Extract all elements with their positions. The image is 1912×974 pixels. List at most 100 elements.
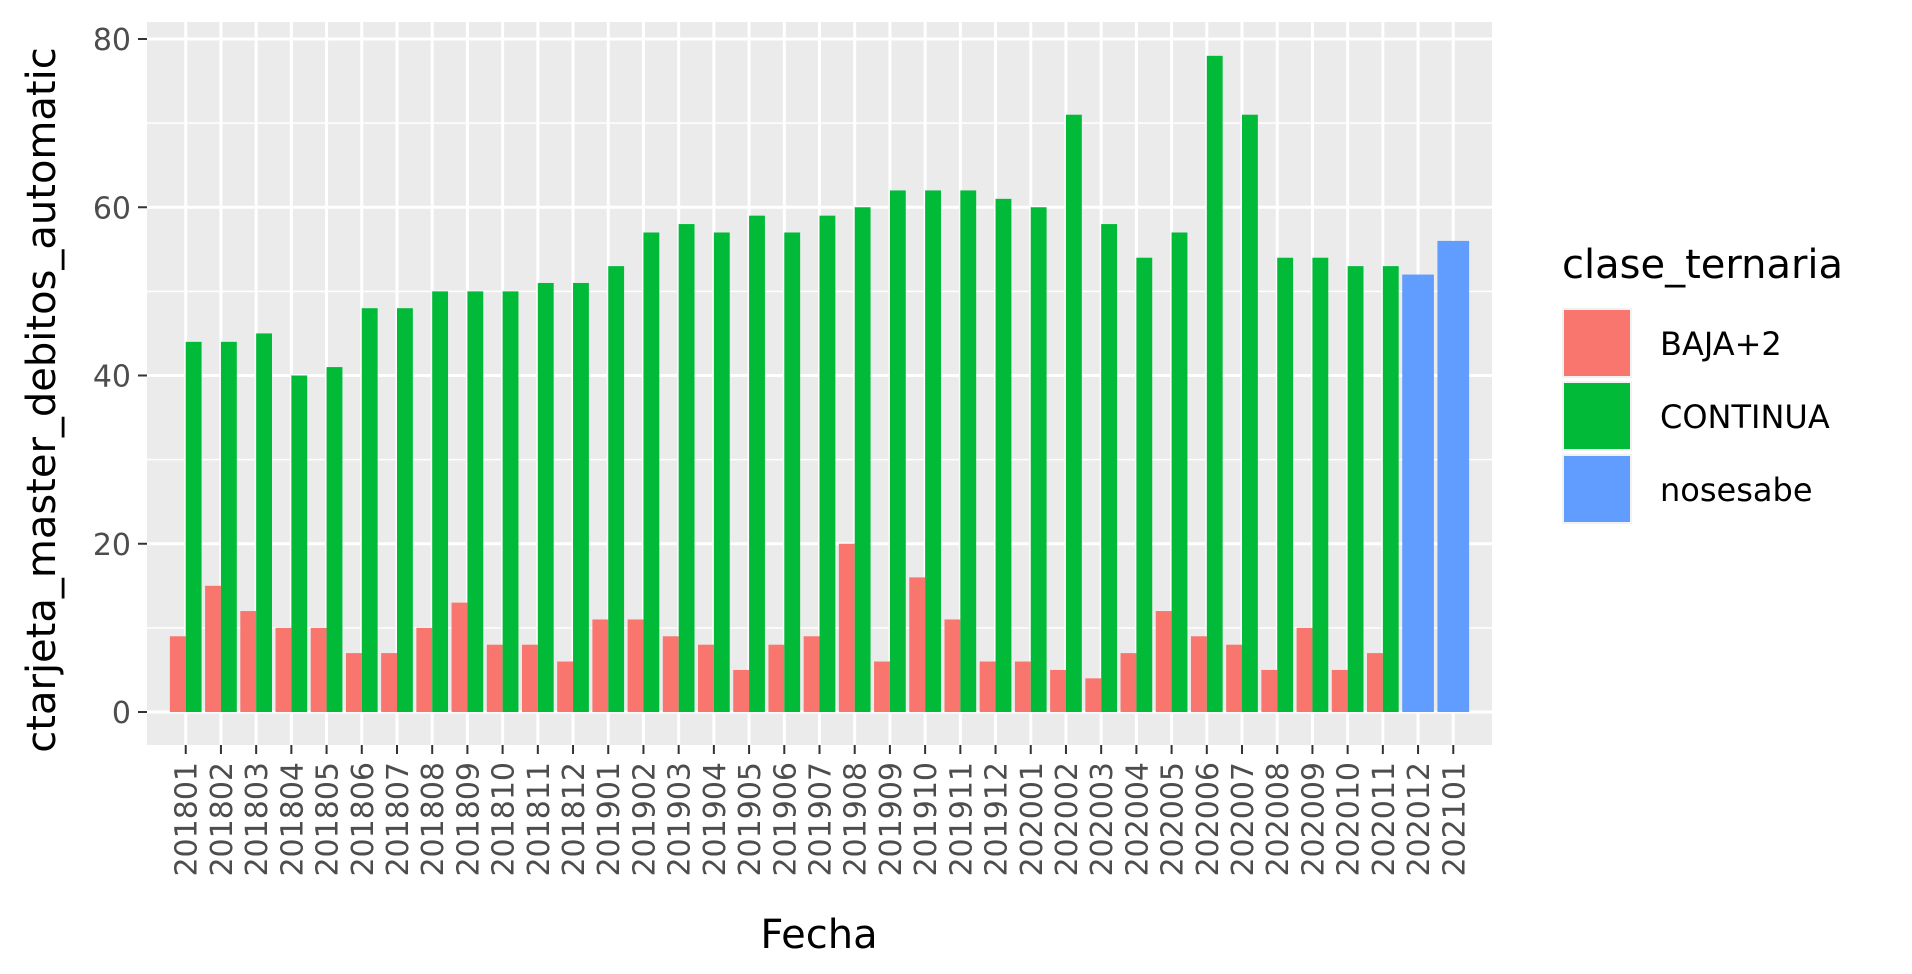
bar-baja-2-201906 (768, 644, 785, 712)
x-tick-label: 202009 (1296, 762, 1331, 877)
bar-baja-2-202010 (1331, 669, 1348, 712)
x-tick-label: 202001 (1015, 762, 1050, 877)
bar-baja-2-201809 (451, 602, 468, 712)
x-tick-label: 201908 (839, 762, 874, 877)
bar-continua-202010 (1347, 266, 1364, 712)
legend-swatch-baja-2 (1564, 310, 1630, 376)
bar-baja-2-202002 (1050, 669, 1066, 712)
bar-baja-2-201904 (698, 644, 714, 712)
bar-baja-2-201808 (416, 627, 433, 712)
bar-continua-201811 (537, 282, 554, 712)
bar-nosesabe-202101 (1437, 240, 1470, 712)
bar-continua-201912 (995, 198, 1012, 712)
bar-baja-2-201801 (169, 636, 186, 712)
legend-label: BAJA+2 (1660, 325, 1782, 363)
bar-continua-201804 (291, 375, 308, 712)
y-axis: 0 20 40 60 80 (93, 23, 147, 731)
bar-continua-201806 (361, 308, 378, 712)
bar-continua-201810 (502, 291, 519, 712)
bar-baja-2-201804 (275, 627, 292, 712)
bar-baja-2-202003 (1085, 678, 1102, 712)
bar-baja-2-202008 (1261, 669, 1278, 712)
bar-continua-202002 (1065, 114, 1082, 712)
bar-continua-201910 (925, 190, 941, 713)
x-tick-label: 201802 (205, 762, 240, 877)
bar-baja-2-201907 (803, 636, 820, 712)
bar-baja-2-201903 (662, 636, 679, 712)
bar-baja-2-202007 (1226, 644, 1243, 712)
bar-continua-202011 (1382, 266, 1399, 712)
x-tick-label: 201903 (663, 762, 698, 877)
bar-continua-201905 (749, 215, 765, 712)
bar-continua-201909 (889, 190, 906, 713)
legend-label: nosesabe (1660, 471, 1813, 509)
y-tick-label: 40 (93, 360, 131, 395)
y-tick-label: 80 (93, 23, 131, 58)
bar-baja-2-201812 (557, 661, 574, 712)
legend-swatch-nosesabe (1564, 456, 1630, 522)
x-tick-label: 201905 (733, 762, 768, 877)
bar-baja-2-201905 (733, 669, 750, 712)
bars (169, 55, 1470, 713)
x-tick-label: 201801 (170, 762, 205, 877)
bar-baja-2-202005 (1155, 611, 1172, 712)
bar-continua-201903 (678, 224, 695, 712)
x-tick-label: 202005 (1156, 762, 1191, 877)
bar-continua-202008 (1277, 257, 1294, 712)
x-tick-label: 201904 (698, 762, 733, 877)
bar-continua-201803 (256, 333, 272, 712)
bar-baja-2-202004 (1120, 653, 1137, 712)
bar-baja-2-201811 (521, 644, 538, 712)
bar-baja-2-201909 (874, 661, 890, 712)
x-axis: 201801 201802 201803 201804 201805 201806 2018… (170, 745, 1472, 877)
bar-continua-201808 (432, 291, 449, 712)
bar-baja-2-202001 (1014, 661, 1031, 712)
x-tick-label: 201811 (522, 762, 557, 877)
bar-continua-201911 (960, 190, 977, 713)
x-tick-label: 202011 (1367, 762, 1402, 877)
bar-continua-201809 (467, 291, 484, 712)
x-tick-label: 201805 (311, 762, 346, 877)
bar-baja-2-201902 (627, 619, 644, 712)
x-tick-label: 201910 (909, 762, 944, 877)
bar-baja-2-201802 (205, 585, 221, 712)
x-tick-label: 201808 (416, 762, 451, 877)
bar-baja-2-202011 (1367, 653, 1383, 712)
legend: clase_ternaria BAJA+2 CONTINUA nosesabe (1562, 242, 1843, 524)
x-tick-label: 201803 (240, 762, 275, 877)
bar-baja-2-202006 (1190, 636, 1207, 712)
bar-continua-201904 (713, 232, 730, 713)
x-tick-label: 201807 (381, 762, 416, 877)
bar-continua-201801 (185, 341, 202, 712)
x-tick-label: 201810 (487, 762, 522, 877)
bar-baja-2-201910 (909, 577, 926, 712)
x-tick-label: 201806 (346, 762, 381, 877)
x-tick-label: 201901 (592, 762, 627, 877)
x-tick-label: 202004 (1120, 762, 1155, 877)
legend-title: clase_ternaria (1562, 242, 1843, 288)
x-tick-label: 201804 (275, 762, 310, 877)
bar-baja-2-201912 (979, 661, 996, 712)
bar-continua-201805 (326, 367, 343, 712)
x-tick-label: 202101 (1437, 762, 1472, 877)
bar-continua-201907 (819, 215, 836, 712)
bar-continua-201812 (573, 282, 589, 712)
x-tick-label: 201906 (768, 762, 803, 877)
x-tick-label: 202010 (1332, 762, 1367, 877)
bar-baja-2-201803 (240, 611, 257, 712)
bar-continua-201901 (608, 266, 625, 712)
bar-baja-2-202009 (1296, 627, 1313, 712)
bar-baja-2-201908 (838, 543, 855, 712)
x-tick-label: 201907 (804, 762, 839, 877)
bar-continua-201906 (784, 232, 801, 713)
y-axis-title: ctarjeta_master_debitos_automatic (19, 47, 65, 752)
bar-baja-2-201911 (944, 619, 961, 712)
bar-baja-2-201901 (592, 619, 609, 712)
x-tick-label: 201902 (627, 762, 662, 877)
bar-continua-202001 (1030, 207, 1047, 712)
bar-continua-201807 (396, 308, 413, 712)
x-tick-label: 201812 (557, 762, 592, 877)
x-tick-label: 201909 (874, 762, 909, 877)
x-tick-label: 202006 (1191, 762, 1226, 877)
x-tick-label: 202007 (1226, 762, 1261, 877)
